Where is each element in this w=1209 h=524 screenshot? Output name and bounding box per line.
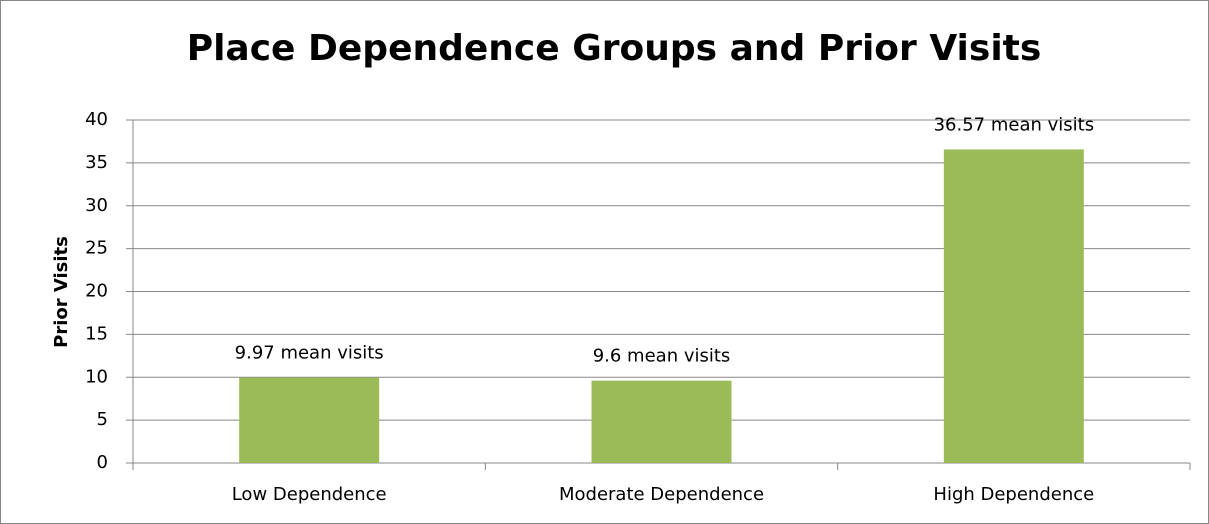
y-tick-label: 5 [97,409,108,430]
y-tick-label: 15 [85,323,108,344]
y-tick-label: 40 [85,109,108,130]
y-axis-label: Prior Visits [51,236,72,348]
data-label: 9.6 mean visits [593,346,731,367]
bar [943,149,1084,464]
chart-title: Place Dependence Groups and Prior Visits [187,28,1042,69]
data-label: 9.97 mean visits [235,343,384,364]
y-tick-label: 25 [85,238,108,259]
bar [239,377,380,463]
bar [591,380,732,463]
y-tick-label: 0 [97,452,108,473]
x-tick-label: High Dependence [933,484,1094,505]
y-tick-label: 10 [85,366,108,387]
x-tick-label: Moderate Dependence [559,484,764,505]
x-tick-label: Low Dependence [232,484,387,505]
data-label: 36.57 mean visits [934,114,1095,135]
y-tick-label: 30 [85,195,108,216]
y-tick-label: 20 [85,281,108,302]
y-tick-label: 35 [85,152,108,173]
